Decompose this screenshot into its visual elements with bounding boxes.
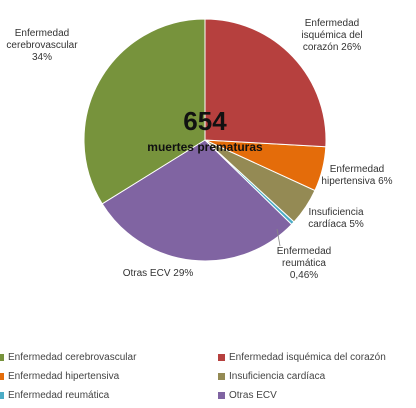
label-value: 6% [378,176,393,187]
slice-label: Enfermedad isquémica del corazón 26% [296,18,368,54]
legend-swatch [218,392,225,399]
legend-label: Otras ECV [229,390,277,401]
legend-swatch [0,392,4,399]
slice-label: Enfermedad reumática 0,46% [268,246,340,282]
slice-label: Otras ECV 29% [98,268,218,280]
label-name: Enfermedad isquémica del corazón [301,18,363,53]
legend-label: Enfermedad reumática [8,390,110,401]
legend-swatch [218,373,225,380]
center-total: 654 [183,106,227,136]
legend-label: Enfermedad cerebrovascular [8,352,137,363]
center-caption: muertes prematuras [147,140,263,154]
legend-label: Insuficiencia cardíaca [229,371,326,382]
label-name: Insuficiencia cardíaca [308,207,364,230]
label-name: Enfermedad reumática [276,246,332,269]
legend-swatch [0,373,4,380]
pie-slice [83,18,206,205]
legend-item: Insuficiencia cardíaca [218,371,325,382]
legend-swatch [0,354,4,361]
legend-label: Enfermedad hipertensiva [8,371,120,382]
legend-label: Enfermedad isquémica del corazón [229,352,386,363]
label-value: 5% [349,219,364,230]
leader-line [276,228,281,247]
legend-item: Enfermedad hipertensiva [0,371,119,382]
label-name: Otras ECV [122,268,171,279]
label-value: 34% [31,52,52,63]
slice-label: Enfermedad hipertensiva 6% [316,164,398,188]
slice-label: Insuficiencia cardíaca 5% [300,207,372,231]
slice-label: Enfermedad cerebrovascular 34% [0,28,84,64]
pie-slice [204,18,327,148]
label-name: Enfermedad cerebrovascular [6,28,78,51]
label-name: Enfermedad hipertensiva [321,164,385,187]
label-value: 0,46% [289,270,319,281]
label-value: 29% [173,268,194,279]
legend-item: Enfermedad reumática [0,390,109,401]
legend-item: Enfermedad cerebrovascular [0,352,136,363]
pie-slice [101,139,293,262]
label-value: 26% [341,42,362,53]
legend-item: Otras ECV [218,390,277,401]
legend-item: Enfermedad isquémica del corazón [218,352,386,363]
legend-swatch [218,354,225,361]
